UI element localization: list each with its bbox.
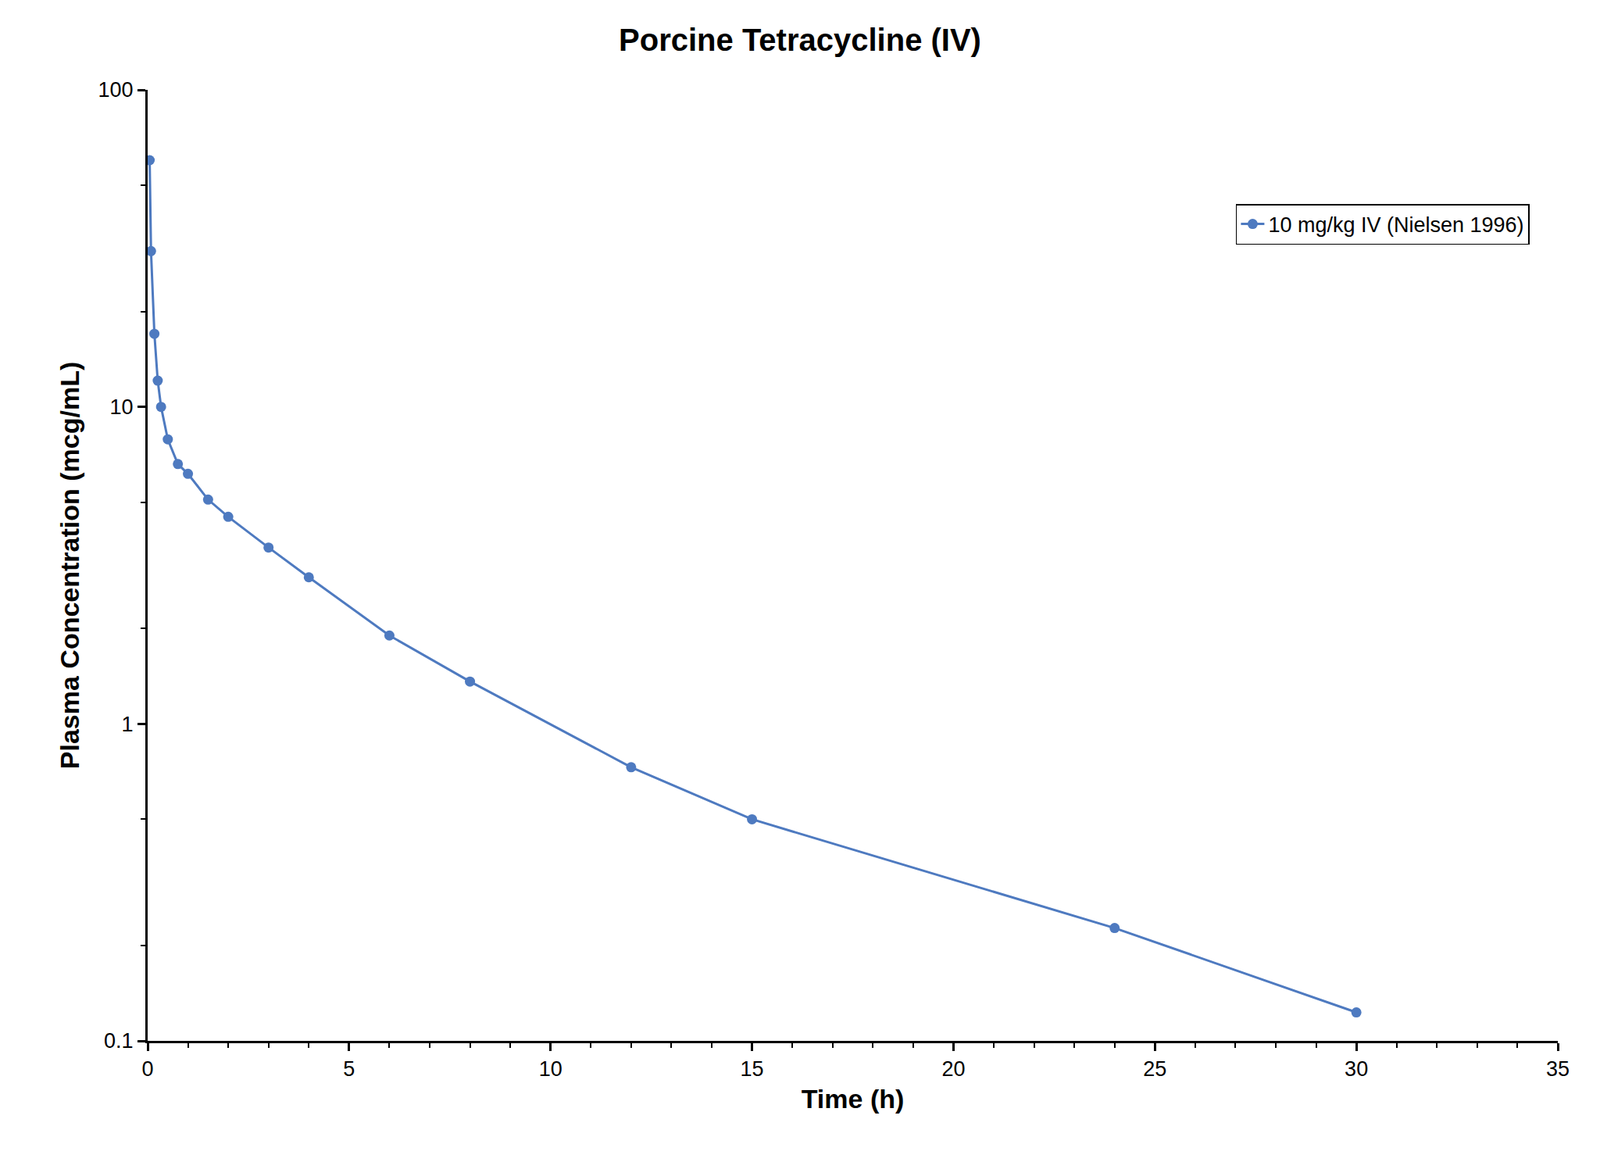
svg-text:10: 10 (539, 1057, 563, 1081)
svg-text:35: 35 (1546, 1057, 1570, 1081)
svg-text:10: 10 (110, 395, 134, 419)
svg-text:10 mg/kg IV (Nielsen 1996): 10 mg/kg IV (Nielsen 1996) (1267, 213, 1524, 237)
svg-text:Time (h): Time (h) (801, 1083, 905, 1114)
svg-text:Porcine Tetracycline (IV): Porcine Tetracycline (IV) (618, 22, 982, 58)
svg-text:25: 25 (1142, 1057, 1167, 1081)
svg-text:5: 5 (342, 1057, 355, 1081)
svg-text:20: 20 (941, 1057, 965, 1081)
svg-text:0: 0 (141, 1057, 154, 1081)
svg-text:100: 100 (98, 78, 134, 102)
svg-text:1: 1 (121, 712, 134, 736)
svg-text:Plasma Concentration (mcg/mL): Plasma Concentration (mcg/mL) (54, 361, 85, 769)
svg-text:15: 15 (740, 1057, 765, 1081)
svg-text:30: 30 (1344, 1057, 1368, 1081)
svg-text:0.1: 0.1 (103, 1028, 134, 1053)
